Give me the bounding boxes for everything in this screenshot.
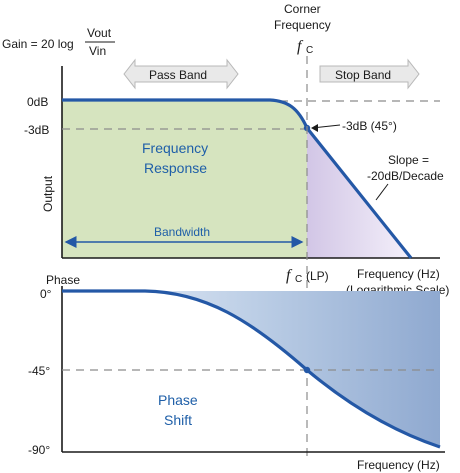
slope-label-line2: -20dB/Decade	[367, 169, 444, 183]
stop-band-label: Stop Band	[335, 68, 391, 82]
pass-band-arrow: Pass Band	[123, 58, 239, 90]
corner-frequency-line1: Corner	[284, 2, 321, 16]
bandwidth-label: Bandwidth	[154, 225, 210, 239]
magnitude-y-label: Output	[41, 175, 55, 212]
gain-formula-numerator: Vout	[87, 26, 112, 40]
fc-symbol: f	[297, 38, 304, 55]
phase-x-label: Frequency (Hz)	[357, 458, 440, 472]
tick-minus-90-deg: -90°	[28, 443, 50, 457]
slope-leader	[375, 183, 389, 201]
phase-region	[62, 291, 440, 447]
tick-0-deg: 0°	[40, 287, 52, 301]
tick-minus-3db: -3dB	[24, 123, 49, 137]
fc-lp-suffix: (LP)	[306, 269, 329, 283]
tick-minus-45-deg: -45°	[28, 364, 50, 378]
pass-band-region	[62, 100, 307, 258]
phase-title: Phase	[46, 273, 80, 287]
magnitude-plot: 0dB -3dB Output -3dB (45°) Slope = -20dB…	[24, 66, 444, 259]
pass-band-label: Pass Band	[149, 68, 207, 82]
gain-formula-denominator: Vin	[89, 44, 106, 58]
frequency-response-line1: Frequency	[142, 140, 208, 156]
fc-lp-label: f C (LP)	[286, 267, 329, 285]
tick-0db: 0dB	[27, 95, 48, 109]
phase-corner-point	[303, 366, 311, 374]
corner-point-label: -3dB (45°)	[342, 119, 397, 133]
phase-shift-line2: Shift	[164, 412, 192, 428]
gain-formula: Gain = 20 log Vout Vin	[2, 26, 115, 58]
stop-band-arrow: Stop Band	[319, 58, 420, 90]
phase-plot: Phase 0° -45° -90° Phase Shift Frequency…	[28, 273, 445, 472]
corner-annotation-arrowhead	[311, 124, 318, 132]
gain-formula-prefix: Gain = 20 log	[2, 37, 74, 51]
slope-label-line1: Slope =	[388, 153, 429, 167]
fc-lp-symbol: f	[286, 267, 293, 284]
fc-lp-subscript: C	[295, 274, 302, 285]
phase-shift-line1: Phase	[158, 392, 198, 408]
corner-frequency-label: Corner Frequency f C	[274, 2, 331, 56]
magnitude-x-label-line1: Frequency (Hz)	[357, 267, 440, 281]
corner-frequency-line2: Frequency	[274, 18, 331, 32]
frequency-response-line2: Response	[144, 160, 207, 176]
fc-subscript: C	[306, 45, 313, 56]
